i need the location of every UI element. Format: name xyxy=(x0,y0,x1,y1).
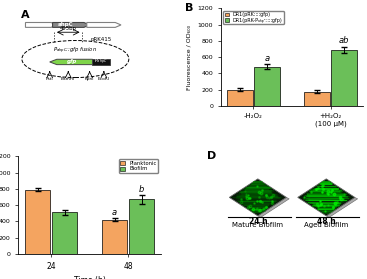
FancyArrow shape xyxy=(52,23,90,27)
Text: 495bp: 495bp xyxy=(60,26,77,31)
Polygon shape xyxy=(229,179,286,216)
Text: a: a xyxy=(112,208,117,217)
Bar xyxy=(102,220,127,254)
Text: ahpC: ahpC xyxy=(58,22,73,27)
Legend: Planktonic, Biofilm: Planktonic, Biofilm xyxy=(119,159,158,173)
Text: B: B xyxy=(185,3,193,13)
Bar xyxy=(92,59,110,65)
Text: 24 h: 24 h xyxy=(248,217,267,226)
Bar xyxy=(129,199,155,254)
Bar xyxy=(25,190,50,254)
Text: ab: ab xyxy=(339,36,349,45)
Text: pRK415: pRK415 xyxy=(90,37,112,42)
Text: a: a xyxy=(264,54,269,63)
Text: D: D xyxy=(207,151,216,161)
Text: gfp: gfp xyxy=(67,59,78,64)
Text: PstI: PstI xyxy=(46,76,54,81)
FancyArrow shape xyxy=(87,23,121,27)
Legend: DR1(pRK∷∷gfp), DR1(pRK-Pₐₕₚᶜ∷∷gfp): DR1(pRK∷∷gfp), DR1(pRK-Pₐₕₚᶜ∷∷gfp) xyxy=(223,11,284,25)
Bar xyxy=(227,90,253,106)
Y-axis label: Fluorescence / OD₆₀₀: Fluorescence / OD₆₀₀ xyxy=(187,25,192,90)
Text: A: A xyxy=(21,10,30,20)
Polygon shape xyxy=(298,179,355,216)
FancyArrow shape xyxy=(25,23,56,27)
Text: $P_{ahpC}$::gfp fusion: $P_{ahpC}$::gfp fusion xyxy=(53,45,97,56)
Text: Aged Biofilm: Aged Biofilm xyxy=(304,222,348,228)
Text: Mature Biofilm: Mature Biofilm xyxy=(232,222,283,228)
Text: b: b xyxy=(139,185,144,194)
Polygon shape xyxy=(258,197,289,217)
Text: EcoRI: EcoRI xyxy=(98,76,110,81)
Text: KpnI: KpnI xyxy=(85,76,94,81)
Text: $P_{ahpC}$: $P_{ahpC}$ xyxy=(94,57,108,67)
Bar xyxy=(254,67,280,106)
Text: 48 h: 48 h xyxy=(317,217,336,226)
Polygon shape xyxy=(326,197,357,217)
FancyArrow shape xyxy=(50,59,92,65)
Bar xyxy=(331,50,357,106)
Bar xyxy=(304,92,330,106)
X-axis label: Time (h): Time (h) xyxy=(74,276,106,279)
Text: BamHI: BamHI xyxy=(61,76,75,81)
Bar xyxy=(52,213,77,254)
